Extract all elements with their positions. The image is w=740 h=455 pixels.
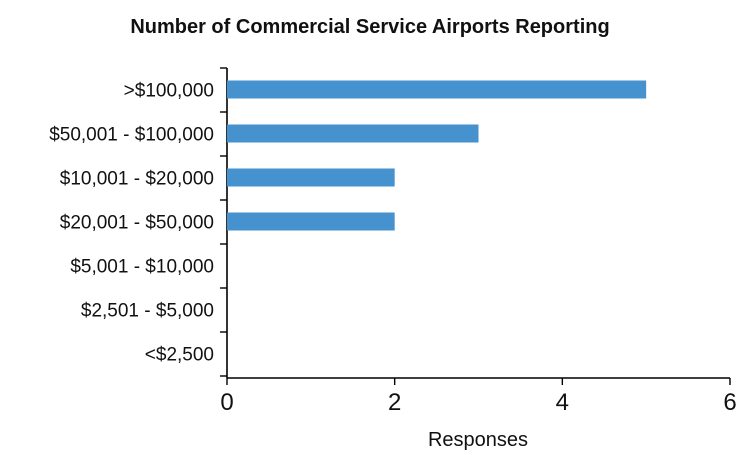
chart-title: Number of Commercial Service Airports Re…: [130, 16, 609, 38]
category-label: <$2,500: [145, 345, 214, 366]
category-label: $2,501 - $5,000: [81, 301, 214, 322]
bar: [227, 212, 395, 231]
bar: [227, 80, 647, 99]
category-label: $20,001 - $50,000: [60, 213, 214, 234]
bar: [227, 168, 395, 187]
x-tick-label: 6: [723, 389, 736, 416]
category-label: $10,001 - $20,000: [60, 169, 214, 190]
y-axis: >$100,000 $50,001 - $100,000 $10,001 - $20…: [49, 67, 228, 378]
x-tick-label: 4: [556, 389, 569, 416]
category-label: $5,001 - $10,000: [70, 257, 214, 278]
category-label: >$100,000: [124, 81, 214, 102]
category-label: $50,001 - $100,000: [49, 125, 214, 146]
bar: [227, 124, 479, 143]
x-tick-label: 2: [388, 389, 401, 416]
bars: [227, 80, 647, 231]
x-axis: 0 2 4 6: [220, 377, 737, 416]
x-tick-label: 0: [220, 389, 233, 416]
x-axis-label: Responses: [428, 429, 528, 451]
